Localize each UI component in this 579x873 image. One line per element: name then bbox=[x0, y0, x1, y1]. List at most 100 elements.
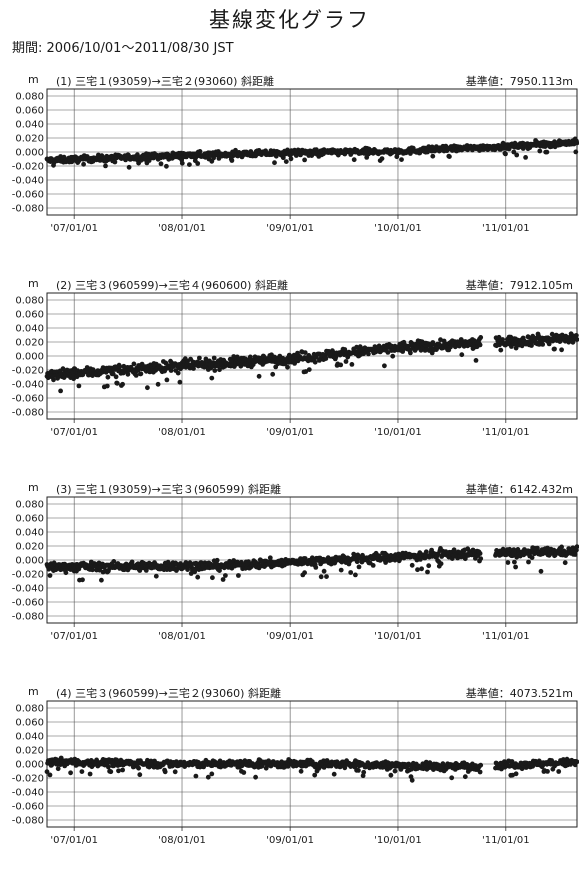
data-point bbox=[338, 362, 344, 368]
x-tick-label: '08/01/01 bbox=[158, 223, 206, 234]
data-point bbox=[44, 769, 50, 775]
data-point bbox=[131, 361, 137, 367]
data-point bbox=[449, 556, 455, 561]
data-point bbox=[116, 768, 121, 774]
data-point bbox=[530, 763, 536, 769]
data-point bbox=[209, 771, 215, 777]
data-point bbox=[81, 161, 86, 167]
x-tick-label: '10/01/01 bbox=[374, 223, 422, 234]
data-point bbox=[356, 768, 361, 773]
data-point bbox=[574, 333, 579, 338]
data-point bbox=[138, 371, 144, 377]
data-point bbox=[112, 159, 118, 165]
x-tick-label: '09/01/01 bbox=[266, 631, 314, 642]
unit-label: m bbox=[28, 481, 39, 494]
data-point bbox=[283, 159, 289, 164]
y-tick-label: 0.040 bbox=[15, 120, 44, 131]
y-tick-label: 0.040 bbox=[15, 324, 44, 335]
x-tick-label: '07/01/01 bbox=[50, 631, 98, 642]
y-tick-label: -0.060 bbox=[12, 394, 44, 405]
data-point bbox=[133, 373, 139, 378]
data-point bbox=[323, 356, 329, 361]
x-tick-label: '09/01/01 bbox=[266, 223, 314, 234]
y-tick-label: -0.020 bbox=[12, 366, 44, 377]
y-tick-label: 0.060 bbox=[15, 106, 44, 117]
y-tick-label: 0.080 bbox=[15, 500, 44, 511]
data-point bbox=[76, 383, 82, 389]
data-point bbox=[195, 161, 201, 166]
x-tick-label: '11/01/01 bbox=[482, 427, 530, 438]
data-point bbox=[392, 768, 398, 774]
data-point bbox=[267, 555, 273, 561]
data-point bbox=[385, 350, 391, 355]
data-point bbox=[382, 363, 387, 369]
data-point bbox=[234, 354, 240, 360]
data-point bbox=[51, 377, 56, 383]
data-point bbox=[280, 155, 286, 161]
y-tick-label: 0.000 bbox=[15, 148, 44, 159]
data-point bbox=[197, 355, 202, 361]
baseline-label: (1) 三宅１(93059)→三宅２(93060) 斜距離 bbox=[56, 75, 274, 88]
data-point bbox=[303, 369, 309, 374]
y-tick-label: -0.040 bbox=[12, 176, 44, 187]
data-point bbox=[354, 344, 359, 350]
data-point bbox=[104, 383, 110, 389]
data-point bbox=[351, 157, 357, 163]
data-point bbox=[477, 342, 483, 348]
panel-4: m (4) 三宅３(960599)→三宅２(93060) 斜距離 基準値：407… bbox=[0, 683, 579, 873]
x-tick-label: '10/01/01 bbox=[374, 631, 422, 642]
x-tick-label: '10/01/01 bbox=[374, 427, 422, 438]
data-point bbox=[478, 762, 484, 768]
data-point bbox=[74, 374, 80, 380]
x-tick-label: '07/01/01 bbox=[50, 427, 98, 438]
data-point bbox=[223, 573, 228, 578]
data-point bbox=[573, 149, 579, 155]
data-point bbox=[526, 559, 531, 565]
data-point bbox=[477, 769, 483, 775]
data-point bbox=[343, 359, 349, 364]
data-point bbox=[117, 364, 123, 370]
y-tick-label: 0.080 bbox=[15, 704, 44, 715]
data-point bbox=[256, 373, 262, 379]
data-point bbox=[298, 768, 304, 774]
x-tick-label: '11/01/01 bbox=[482, 835, 530, 846]
data-point bbox=[348, 570, 354, 575]
data-point bbox=[462, 774, 468, 780]
chart-title: 基線変化グラフ bbox=[209, 8, 370, 32]
data-point bbox=[408, 350, 413, 356]
y-tick-label: 0.080 bbox=[15, 296, 44, 307]
panel-plot: 0.080 0.060 0.040 0.020 0.000 -0.020 -0.040 -0.… bbox=[12, 88, 579, 234]
baseline-label: (4) 三宅３(960599)→三宅２(93060) 斜距離 bbox=[56, 687, 281, 700]
x-tick-label: '08/01/01 bbox=[158, 631, 206, 642]
data-point bbox=[529, 555, 535, 560]
data-point bbox=[496, 334, 502, 340]
data-point bbox=[47, 772, 53, 778]
panel-plot: 0.080 0.060 0.040 0.020 0.000 -0.020 -0.040 -0.… bbox=[12, 700, 579, 846]
data-point bbox=[105, 374, 111, 380]
data-point bbox=[209, 375, 215, 381]
data-series bbox=[44, 136, 579, 170]
data-point bbox=[423, 549, 429, 555]
y-tick-label: 0.000 bbox=[15, 760, 44, 771]
y-tick-label: 0.020 bbox=[15, 542, 44, 553]
x-tick-label: '08/01/01 bbox=[158, 427, 206, 438]
data-point bbox=[426, 563, 432, 569]
data-point bbox=[155, 381, 161, 387]
data-point bbox=[312, 359, 318, 365]
data-point bbox=[545, 769, 550, 774]
data-point bbox=[114, 380, 120, 386]
data-point bbox=[379, 156, 385, 161]
data-point bbox=[241, 770, 247, 775]
data-point bbox=[63, 570, 69, 576]
panel-plot: 0.080 0.060 0.040 0.020 0.000 -0.020 -0.040 -0.… bbox=[12, 292, 579, 438]
data-point bbox=[106, 764, 111, 770]
data-point bbox=[559, 347, 564, 353]
data-point bbox=[120, 767, 125, 773]
data-point bbox=[572, 552, 578, 557]
data-point bbox=[529, 343, 534, 348]
data-point bbox=[306, 367, 312, 372]
data-point bbox=[409, 777, 415, 783]
data-point bbox=[333, 354, 339, 360]
data-point bbox=[164, 163, 169, 169]
data-point bbox=[473, 358, 479, 363]
